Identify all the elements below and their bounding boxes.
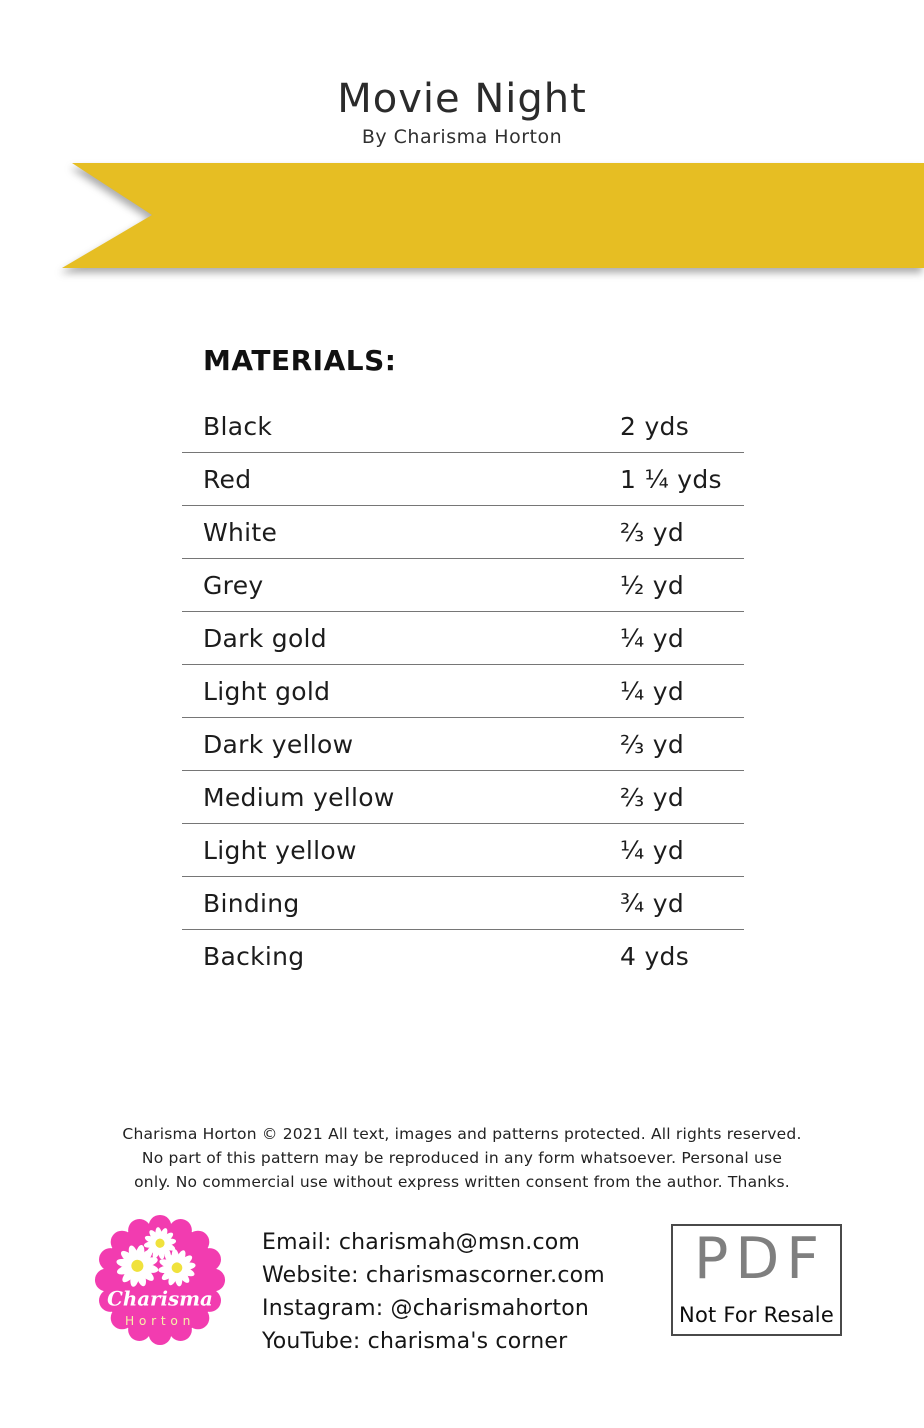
material-quantity: ¼ yd <box>620 623 685 653</box>
page-title: Movie Night <box>337 76 587 122</box>
material-quantity: ¼ yd <box>620 835 685 865</box>
ribbon-banner-icon <box>62 163 924 268</box>
table-row: Black 2 yds <box>182 400 744 453</box>
table-row: Grey ½ yd <box>182 559 744 612</box>
table-row: Dark gold ¼ yd <box>182 612 744 665</box>
contact-line: YouTube: charisma's corner <box>262 1329 568 1354</box>
material-quantity: ⅔ yd <box>620 782 685 812</box>
not-for-resale-label: Not For Resale <box>679 1303 834 1327</box>
copyright-line: only. No commercial use without express … <box>134 1173 790 1191</box>
material-name: Dark gold <box>203 623 327 653</box>
material-name: Red <box>203 464 252 494</box>
material-name: Dark yellow <box>203 729 354 759</box>
table-row: Light yellow ¼ yd <box>182 824 744 877</box>
material-name: Black <box>203 411 273 441</box>
material-name: Grey <box>203 570 264 600</box>
material-name: Light gold <box>203 676 331 706</box>
material-quantity: ¼ yd <box>620 676 685 706</box>
material-name: Light yellow <box>203 835 357 865</box>
material-name: White <box>203 517 278 547</box>
table-row: Light gold ¼ yd <box>182 665 744 718</box>
material-quantity: 2 yds <box>620 411 690 441</box>
pdf-label: PDF <box>693 1226 827 1292</box>
pdf-not-for-resale-badge: PDF Not For Resale <box>671 1224 842 1336</box>
materials-heading: MATERIALS: <box>203 344 397 377</box>
charisma-logo: Charisma Horton <box>94 1214 226 1346</box>
table-row: Medium yellow ⅔ yd <box>182 771 744 824</box>
table-row: Backing 4 yds <box>182 930 744 982</box>
table-row: Red 1 ¼ yds <box>182 453 744 506</box>
material-quantity: ⅔ yd <box>620 729 685 759</box>
material-quantity: ⅔ yd <box>620 517 685 547</box>
material-quantity: 4 yds <box>620 941 690 971</box>
contact-line: Instagram: @charismahorton <box>262 1296 590 1321</box>
contact-info: Email: charismah@msn.com Website: charis… <box>262 1226 605 1358</box>
copyright-line: No part of this pattern may be reproduce… <box>141 1149 783 1167</box>
copyright-text: Charisma Horton © 2021 All text, images … <box>62 1122 862 1194</box>
logo-caps-text: Horton <box>125 1314 195 1328</box>
table-row: Dark yellow ⅔ yd <box>182 718 744 771</box>
material-quantity: 1 ¼ yds <box>620 464 722 494</box>
materials-table: Black 2 yds Red 1 ¼ yds White ⅔ yd Grey … <box>182 400 744 982</box>
contact-line: Website: charismascorner.com <box>262 1263 605 1288</box>
material-name: Backing <box>203 941 305 971</box>
page-subtitle: By Charisma Horton <box>361 126 563 148</box>
material-quantity: ¾ yd <box>620 888 685 918</box>
table-row: White ⅔ yd <box>182 506 744 559</box>
material-name: Binding <box>203 888 300 918</box>
logo-script-text: Charisma <box>107 1286 213 1310</box>
copyright-line: Charisma Horton © 2021 All text, images … <box>122 1125 802 1143</box>
table-row: Binding ¾ yd <box>182 877 744 930</box>
contact-line: Email: charismah@msn.com <box>262 1230 581 1255</box>
material-name: Medium yellow <box>203 782 395 812</box>
material-quantity: ½ yd <box>620 570 685 600</box>
